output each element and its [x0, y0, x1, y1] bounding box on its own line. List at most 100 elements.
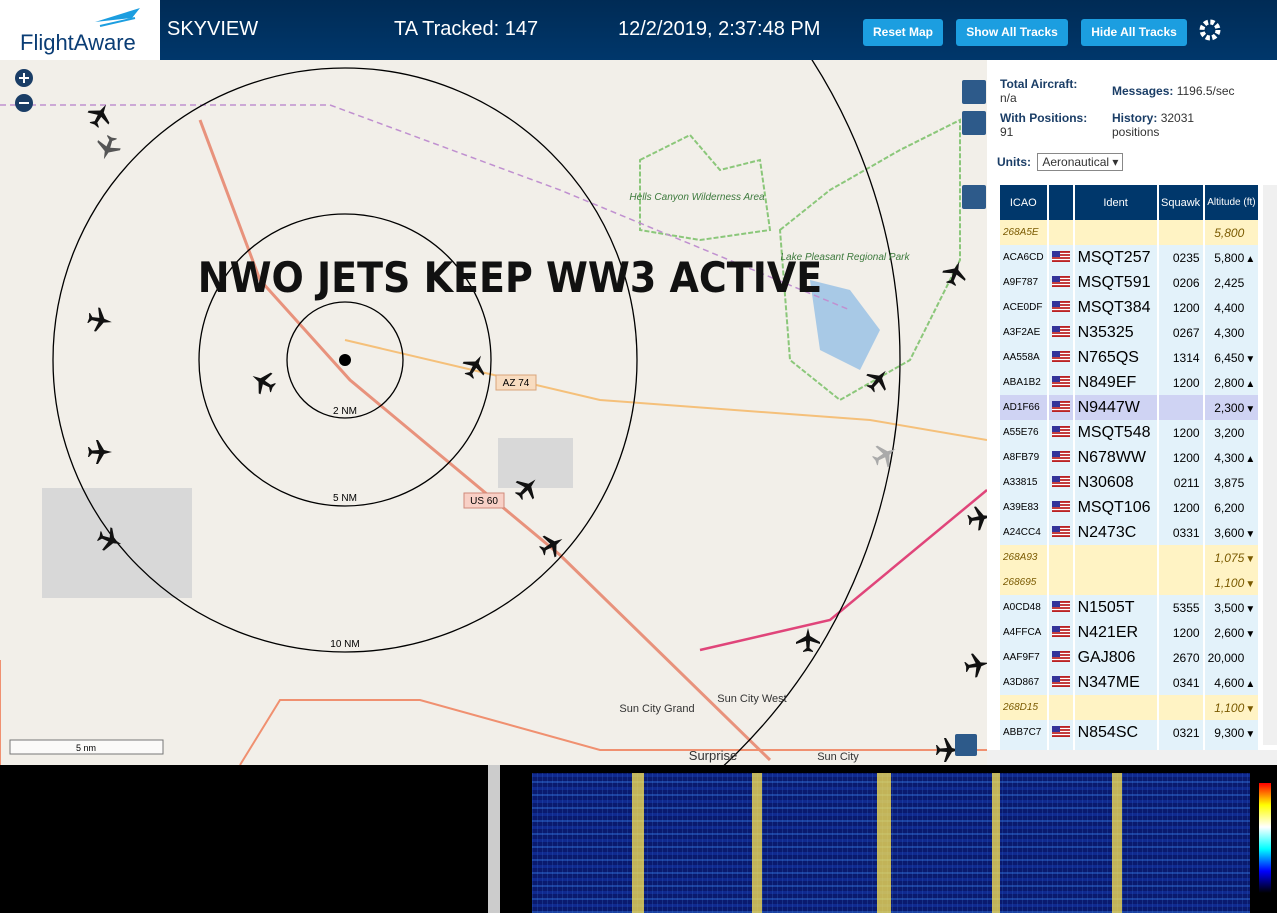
- ident: N9447W: [1077, 398, 1140, 416]
- aircraft-row[interactable]: A3F2AE N35325 0267 4,300: [1000, 320, 1259, 345]
- aircraft-row[interactable]: 268D15 1,100▼: [1000, 695, 1259, 720]
- icao: A0CD48: [1003, 602, 1041, 613]
- aircraft-icon[interactable]: [247, 366, 280, 399]
- flag-cell: [1048, 220, 1073, 245]
- logo[interactable]: FlightAware: [0, 0, 160, 60]
- altitude-cell: 1,100▼: [1204, 695, 1259, 720]
- aircraft-row[interactable]: 268A5E 5,800: [1000, 220, 1259, 245]
- units-select[interactable]: Aeronautical ▾: [1037, 153, 1124, 171]
- aircraft-icon[interactable]: [93, 133, 124, 164]
- map[interactable]: 2 NM 5 NM 10 NM NWO JETS KEEP WW3 ACTIVE…: [0, 60, 987, 765]
- flag: [1051, 525, 1070, 537]
- icao-cell: A33815: [1000, 470, 1047, 495]
- aircraft-icon[interactable]: [95, 525, 126, 556]
- altitude-cell: 2,425: [1204, 270, 1259, 295]
- scale-label: 5 nm: [76, 743, 96, 753]
- aircraft-icon[interactable]: [966, 504, 987, 532]
- trend: ▼: [1245, 403, 1256, 415]
- altitude: 20,000: [1207, 650, 1245, 665]
- altitude: 9,300: [1214, 725, 1245, 740]
- squawk: 0267: [1172, 325, 1200, 340]
- flag-cell: [1048, 620, 1073, 645]
- altitude: 1,100: [1214, 700, 1245, 715]
- icao-cell: A3D867: [1000, 670, 1047, 695]
- aircraft-row[interactable]: ABB7C7 N854SC 0321 9,300▼: [1000, 720, 1259, 745]
- ident-cell: [1074, 545, 1157, 570]
- squawk: 1200: [1172, 500, 1200, 515]
- aircraft-icon[interactable]: [940, 258, 971, 289]
- aircraft-row[interactable]: A4FFCA N421ER 1200 2,600▼: [1000, 620, 1259, 645]
- aircraft-row[interactable]: A8FB79 N678WW 1200 4,300▲: [1000, 445, 1259, 470]
- reset-map-button[interactable]: Reset Map: [863, 19, 943, 46]
- aircraft-row[interactable]: AD1F66 N9447W 2,300▼: [1000, 395, 1259, 420]
- aircraft-row[interactable]: 268695 1,100▼: [1000, 570, 1259, 595]
- flag-cell: [1048, 270, 1073, 295]
- icao: ABA1B2: [1003, 377, 1041, 388]
- flag: [1051, 400, 1070, 412]
- icao: A3D867: [1003, 677, 1040, 688]
- flag-cell: [1048, 720, 1073, 745]
- aircraft-icon[interactable]: [869, 439, 902, 472]
- squawk-cell: 1200: [1158, 420, 1203, 445]
- aircraft-row[interactable]: A24CC4 N2473C 0331 3,600▼: [1000, 520, 1259, 545]
- aircraft-row[interactable]: A39E83 MSQT106 1200 6,200: [1000, 495, 1259, 520]
- aircraft-row[interactable]: ABA1B2 N849EF 1200 2,800▲: [1000, 370, 1259, 395]
- squawk: 1200: [1172, 375, 1200, 390]
- ident: N2473C: [1077, 523, 1137, 541]
- aircraft-icon[interactable]: [84, 99, 117, 132]
- aircraft-icon[interactable]: [459, 350, 492, 383]
- hide-tracks-button[interactable]: Hide All Tracks: [1081, 19, 1187, 46]
- squawk: 0321: [1172, 725, 1200, 740]
- flag: [1051, 725, 1070, 737]
- aircraft-icon[interactable]: [936, 738, 960, 762]
- flag: [1051, 650, 1070, 662]
- icao-cell: AAF9F7: [1000, 645, 1047, 670]
- scrollbar[interactable]: [1263, 185, 1277, 745]
- aircraft-row[interactable]: AAF9F7 GAJ806 2670 20,000: [1000, 645, 1259, 670]
- ident-cell: [1074, 220, 1157, 245]
- aircraft-row[interactable]: ACA6CD MSQT257 0235 5,800▲: [1000, 245, 1259, 270]
- ident-cell: N2473C: [1074, 520, 1157, 545]
- column-header[interactable]: Ident: [1074, 185, 1157, 220]
- altitude-cell: 9,300▼: [1204, 720, 1259, 745]
- aircraft-icon[interactable]: [963, 651, 987, 679]
- aircraft-icon[interactable]: [510, 471, 544, 505]
- squawk-cell: 5355: [1158, 595, 1203, 620]
- aircraft-layer: [84, 99, 987, 762]
- flag-cell: [1048, 570, 1073, 595]
- ident-cell: MSQT591: [1074, 270, 1157, 295]
- aircraft-icon[interactable]: [88, 440, 112, 464]
- place-label: Surprise: [689, 748, 737, 763]
- aircraft-icon[interactable]: [86, 306, 114, 334]
- column-header[interactable]: ICAO: [1000, 185, 1047, 220]
- aircraft-row[interactable]: 268A93 1,075▼: [1000, 545, 1259, 570]
- altitude: 3,200: [1214, 425, 1245, 440]
- altitude: 3,500: [1214, 600, 1245, 615]
- aircraft-row[interactable]: ACE0DF MSQT384 1200 4,400: [1000, 295, 1259, 320]
- aircraft-row[interactable]: A55E76 MSQT548 1200 3,200: [1000, 420, 1259, 445]
- ident: MSQT384: [1077, 298, 1151, 316]
- sidebar: Total Aircraft: n/a Messages: 1196.5/sec …: [987, 60, 1277, 765]
- aircraft-row[interactable]: AA558A N765QS 1314 6,450▼: [1000, 345, 1259, 370]
- aircraft-icon[interactable]: [796, 628, 820, 652]
- aircraft-row[interactable]: A3D867 N347ME 0341 4,600▲: [1000, 670, 1259, 695]
- show-tracks-button[interactable]: Show All Tracks: [956, 19, 1068, 46]
- grid-button[interactable]: [962, 111, 986, 135]
- columns-button[interactable]: [962, 185, 986, 209]
- aircraft-icon[interactable]: [536, 529, 569, 562]
- column-header[interactable]: Squawk: [1158, 185, 1203, 220]
- column-header[interactable]: Altitude (ft): [1204, 185, 1259, 220]
- h-scrollbar[interactable]: [987, 750, 1277, 765]
- info-button[interactable]: [955, 734, 977, 756]
- aircraft-row[interactable]: A0CD48 N1505T 5355 3,500▼: [1000, 595, 1259, 620]
- settings-button[interactable]: [1198, 18, 1222, 42]
- aircraft-row[interactable]: A9F787 MSQT591 0206 2,425: [1000, 270, 1259, 295]
- icao-cell: ABA1B2: [1000, 370, 1047, 395]
- aircraft-row[interactable]: A33815 N30608 0211 3,875: [1000, 470, 1259, 495]
- header: FlightAware SKYVIEW TA Tracked: 147 12/2…: [0, 0, 1277, 60]
- layer-button[interactable]: [962, 80, 986, 104]
- aircraft-icon[interactable]: [861, 363, 895, 397]
- squawk: 0331: [1172, 525, 1200, 540]
- icao: 268A5E: [1003, 227, 1039, 238]
- stat-label: Messages:: [1112, 84, 1174, 98]
